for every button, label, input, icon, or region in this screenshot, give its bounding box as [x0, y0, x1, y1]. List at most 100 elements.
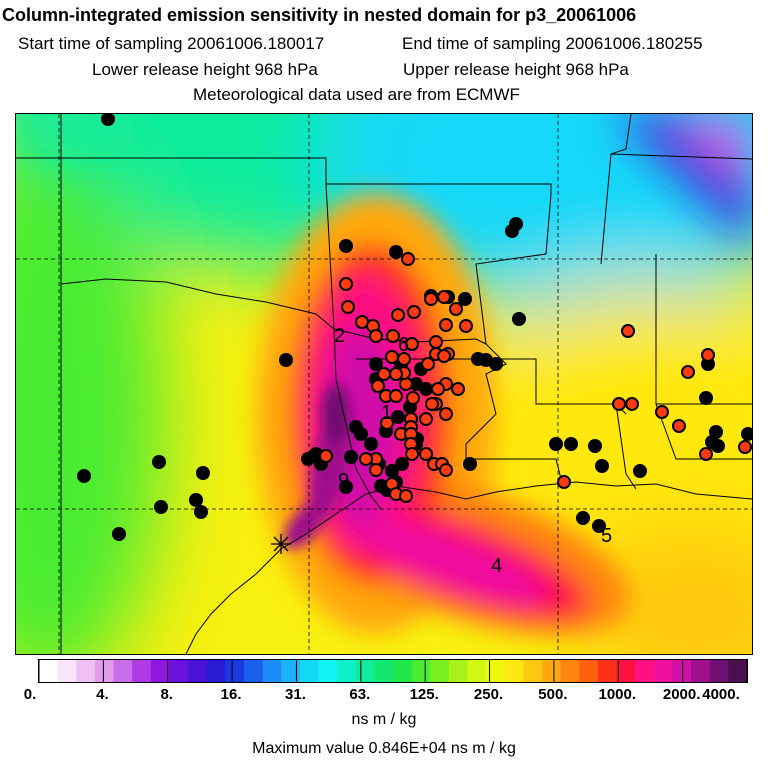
black-particle-marker	[595, 459, 609, 473]
red-particle-marker	[621, 324, 635, 338]
black-particle-marker	[369, 357, 383, 371]
black-particle-marker	[505, 224, 519, 238]
red-particle-marker	[429, 335, 443, 349]
red-particle-marker	[405, 447, 419, 461]
black-particle-marker	[101, 114, 115, 126]
colorbar-units: ns m / kg	[351, 711, 417, 728]
red-particle-marker	[341, 300, 355, 314]
colorbar-segment	[728, 660, 748, 682]
colorbar-tick-label: 250.	[473, 686, 504, 703]
red-particle-marker	[419, 412, 433, 426]
black-particle-marker	[741, 427, 752, 441]
red-particle-marker	[699, 447, 713, 461]
colorbar-segment	[39, 660, 59, 682]
colorbar-tick-label: 31.	[285, 686, 306, 703]
colorbar-tick-label: 16.	[220, 686, 242, 703]
colorbar-segment	[76, 660, 96, 682]
black-particle-marker	[279, 353, 293, 367]
met-data-source: Meteorological data used are from ECMWF	[193, 85, 520, 104]
colorbar-segment	[355, 660, 375, 682]
colorbar-segment	[635, 660, 655, 682]
red-particle-marker	[369, 463, 383, 477]
red-particle-marker	[319, 449, 333, 463]
colorbar-tick-label: 4000.	[702, 686, 740, 703]
black-particle-marker	[391, 410, 405, 424]
colorbar-segment	[169, 660, 189, 682]
red-particle-marker	[557, 475, 571, 489]
red-particle-marker	[701, 348, 715, 362]
red-particle-marker	[439, 318, 453, 332]
red-particle-marker	[386, 329, 400, 343]
plot-title: Column-integrated emission sensitivity i…	[2, 5, 637, 25]
black-particle-marker	[154, 500, 168, 514]
sensitivity-field	[16, 114, 752, 654]
red-particle-marker	[385, 350, 399, 364]
red-particle-marker	[437, 290, 451, 304]
black-particle-marker	[592, 519, 606, 533]
red-particle-marker	[431, 382, 445, 396]
black-particle-marker	[189, 493, 203, 507]
cluster-labels: 1 2 4 5 6 9	[334, 325, 612, 577]
colorbar-segment	[94, 660, 115, 682]
release-site-marker	[271, 534, 291, 554]
black-particle-marker	[112, 527, 126, 541]
colorbar-segment	[188, 660, 208, 682]
black-particle-marker	[512, 312, 526, 326]
red-particle-marker	[369, 329, 383, 343]
colorbar-tick-label: 1000.	[598, 686, 637, 703]
colorbar-tick-label: 500.	[538, 686, 568, 703]
black-particle-marker	[633, 464, 647, 478]
red-particle-marker	[421, 357, 435, 371]
cluster-label-2: 2	[334, 325, 345, 347]
red-particle-markers	[319, 252, 752, 503]
black-particle-marker	[152, 455, 166, 469]
red-particle-marker	[405, 337, 419, 351]
colorbar-tick-label: 8.	[160, 686, 173, 703]
black-particle-marker	[196, 466, 210, 480]
red-particle-marker	[399, 377, 413, 391]
colorbar-segment	[709, 660, 729, 682]
red-particle-marker	[655, 405, 669, 419]
colorbar-segment	[318, 660, 338, 682]
colorbar-segment	[243, 660, 264, 682]
cluster-label-6: 6	[398, 334, 409, 356]
upper-release-height: Upper release height 968 hPa	[403, 60, 629, 79]
colorbar-segment	[597, 660, 618, 682]
black-particle-marker	[395, 457, 409, 471]
black-particle-marker	[699, 391, 713, 405]
red-particle-marker	[738, 440, 752, 454]
black-particle-marker	[588, 439, 602, 453]
black-particle-marker	[194, 505, 208, 519]
black-particle-marker	[576, 511, 590, 525]
red-particle-marker	[389, 367, 403, 381]
black-particle-marker	[463, 457, 477, 471]
red-particle-marker	[449, 302, 463, 316]
red-particle-marker	[401, 252, 415, 266]
red-particle-marker	[380, 416, 394, 430]
black-particle-marker	[77, 469, 91, 483]
colorbar	[38, 659, 748, 683]
colorbar-svg	[38, 660, 748, 682]
grid-lines	[16, 114, 752, 654]
cluster-label-5: 5	[601, 525, 612, 547]
colorbar-segment	[150, 660, 171, 682]
black-particle-marker	[374, 479, 388, 493]
red-particle-marker	[625, 397, 639, 411]
red-particle-marker	[391, 308, 405, 322]
colorbar-segment	[113, 660, 133, 682]
colorbar-segment	[504, 660, 525, 682]
red-particle-marker	[407, 305, 421, 319]
colorbar-segment	[374, 660, 394, 682]
red-particle-marker	[406, 391, 420, 405]
colorbar-segment	[299, 660, 320, 682]
colorbar-segment	[542, 660, 562, 682]
colorbar-segment	[57, 660, 77, 682]
black-particle-marker	[339, 239, 353, 253]
colorbar-segment	[281, 660, 301, 682]
red-particle-marker	[424, 292, 438, 306]
colorbar-segment	[467, 660, 487, 682]
red-particle-marker	[459, 319, 473, 333]
colorbar-segment	[579, 660, 599, 682]
cluster-label-9: 9	[338, 470, 349, 492]
colorbar-segment	[430, 660, 450, 682]
